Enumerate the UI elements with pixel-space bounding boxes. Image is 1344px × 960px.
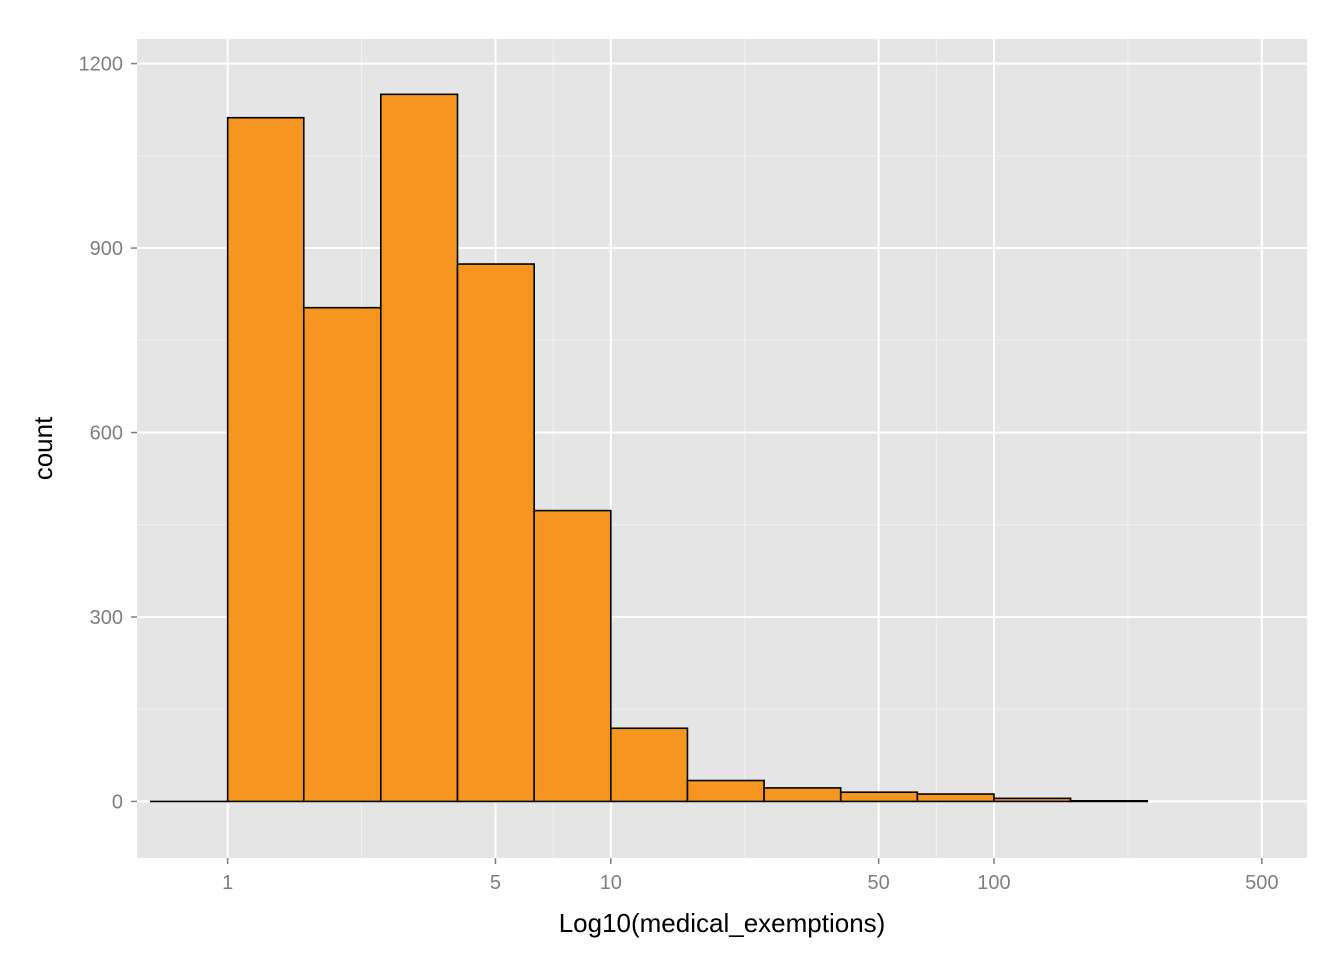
- x-tick-label: 100: [977, 872, 1010, 894]
- histogram-bar: [686, 779, 765, 803]
- x-tick-label: 5: [490, 872, 501, 894]
- x-tick-label: 1: [222, 872, 233, 894]
- x-tick-label: 50: [868, 872, 890, 894]
- histogram-bar: [379, 93, 459, 803]
- histogram-bar: [1069, 800, 1149, 803]
- y-axis-title: count: [28, 416, 58, 480]
- histogram-bar: [302, 306, 382, 803]
- histogram-bar: [533, 509, 612, 803]
- histogram-bar: [456, 263, 535, 803]
- histogram-bar: [610, 727, 689, 803]
- y-tick-label: 600: [90, 423, 123, 445]
- y-tick-label: 0: [112, 791, 123, 813]
- histogram-bar: [226, 116, 305, 803]
- histogram-bar: [839, 791, 919, 803]
- y-axis-ticks: 0 300 600 900 1200: [79, 54, 137, 813]
- x-tick-label: 500: [1245, 872, 1278, 894]
- y-tick-label: 900: [90, 238, 123, 260]
- histogram-bar: [993, 797, 1072, 803]
- histogram-bars: [149, 93, 1149, 803]
- x-axis-title: Log10(medical_exemptions): [559, 908, 886, 938]
- y-tick-label: 300: [90, 607, 123, 629]
- x-tick-label: 10: [600, 872, 622, 894]
- y-tick-label: 1200: [79, 54, 124, 76]
- histogram-bar: [763, 787, 842, 803]
- histogram-bar: [916, 793, 995, 803]
- x-axis-ticks: 1 5 10 50 100 500: [222, 858, 1278, 894]
